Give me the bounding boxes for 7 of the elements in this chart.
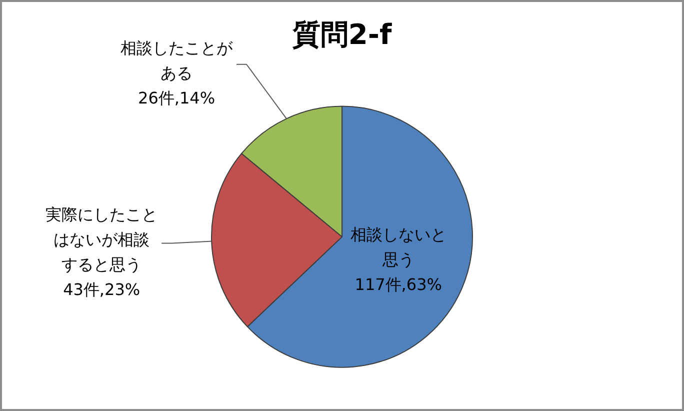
chart-title: 質問2-f <box>291 18 392 52</box>
data-label: 43件,23% <box>63 280 140 299</box>
slice-label: 相談したことがある <box>120 38 234 83</box>
data-label: 117件,63% <box>354 275 442 294</box>
slice-label: 相談しないと思う <box>350 225 446 270</box>
data-label: 26件,14% <box>138 88 216 108</box>
slice-label: 実際にしたことはないが相談すると思う <box>46 204 158 274</box>
